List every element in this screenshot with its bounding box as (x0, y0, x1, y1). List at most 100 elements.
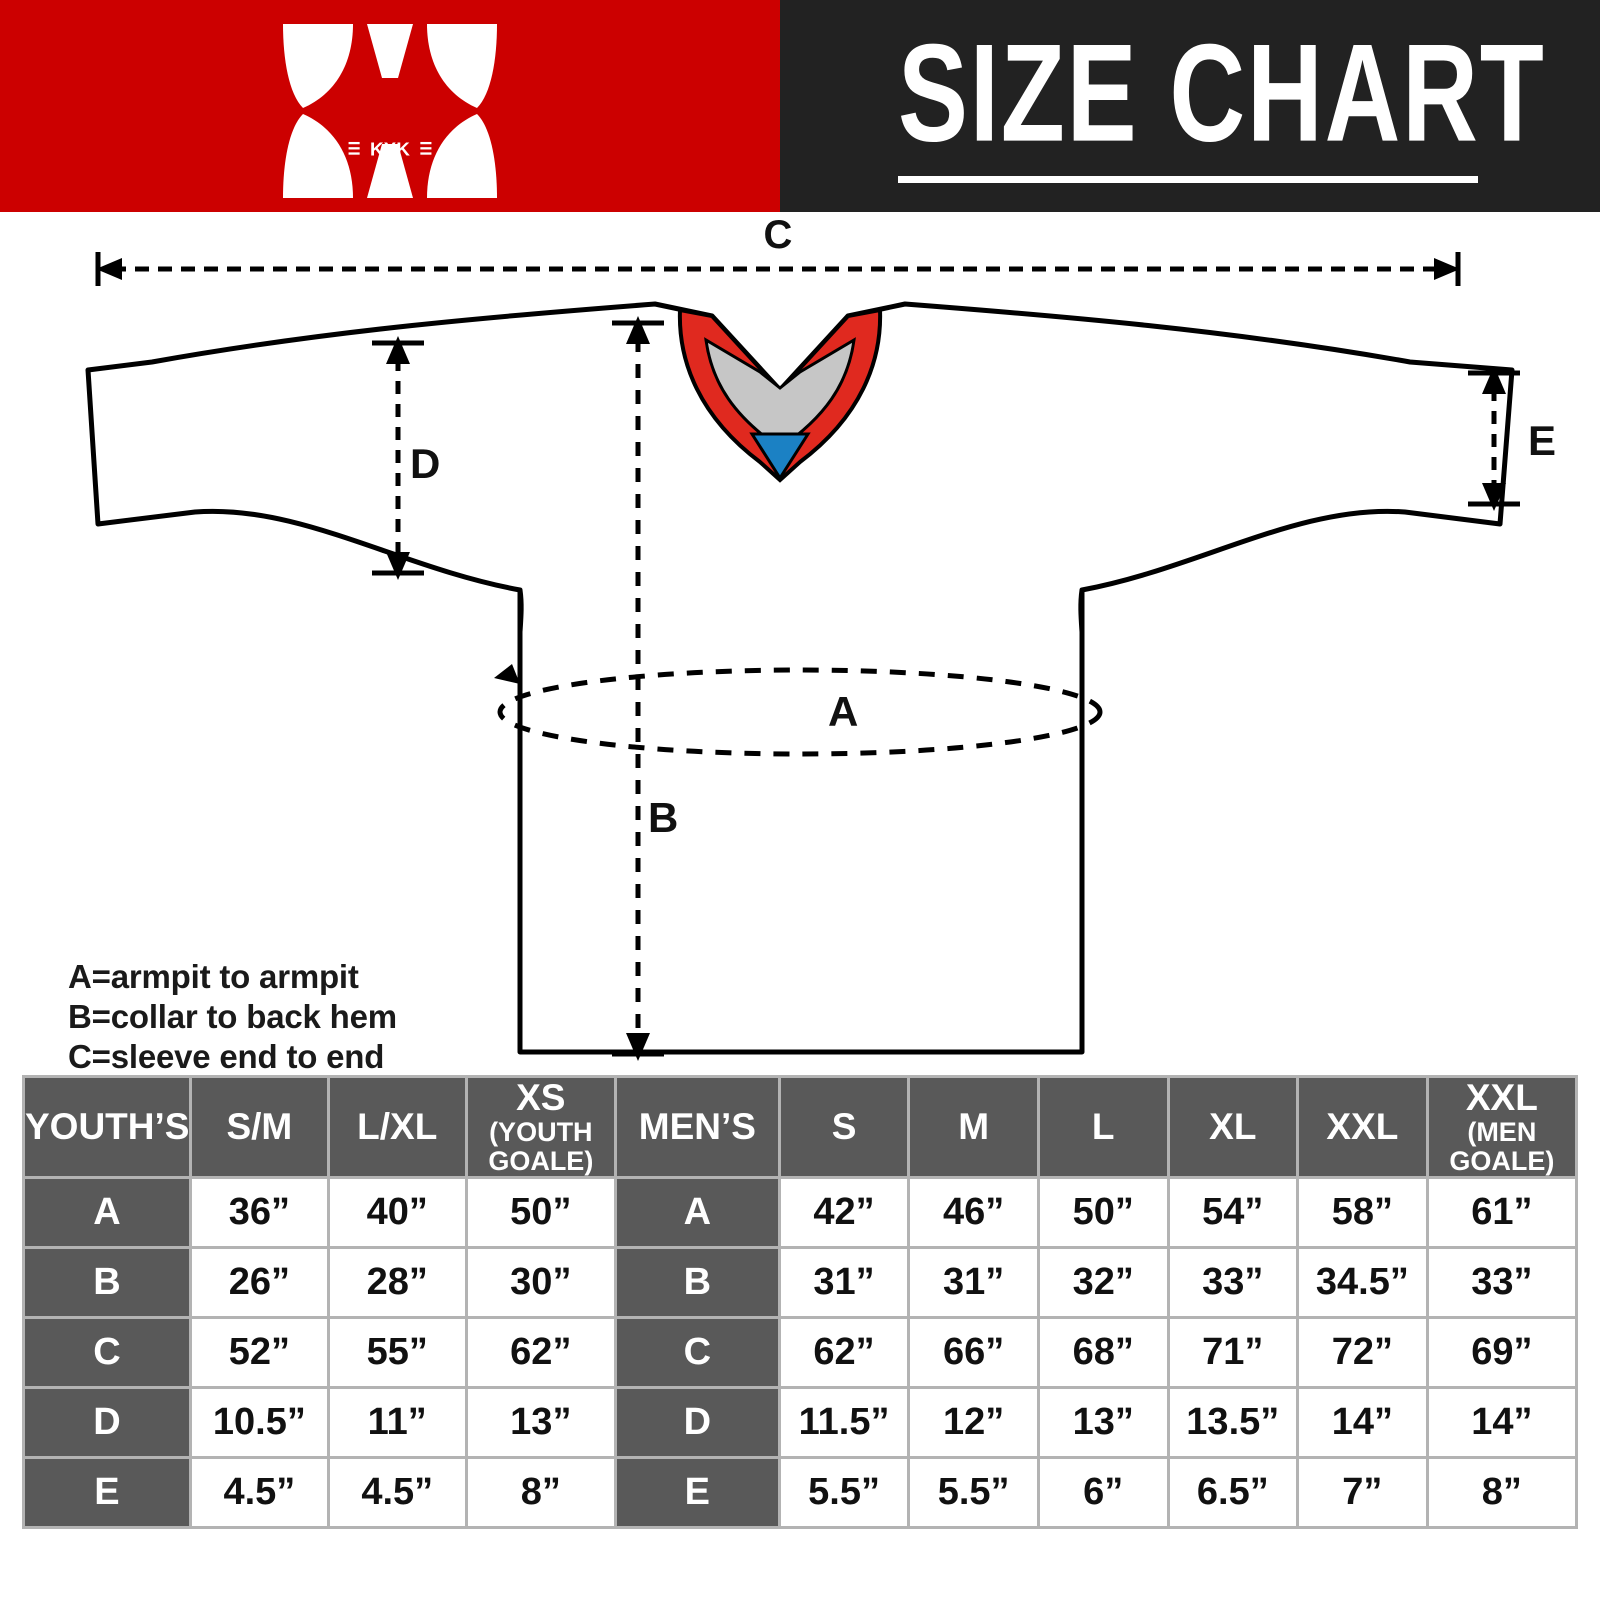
header-mens-s: S (780, 1078, 908, 1176)
legend-line-a: A=armpit to armpit (68, 958, 359, 995)
row-key-youth-a: A (25, 1179, 189, 1246)
header-mens-xl: XL (1169, 1078, 1297, 1176)
cell-mens-m-a: 46” (910, 1179, 1037, 1246)
jersey-diagram: C (0, 212, 1600, 1155)
cell-mens-goale-c: 69” (1428, 1319, 1575, 1386)
cell-mens-m-d: 12” (910, 1389, 1037, 1456)
cell-mens-goale-a: 61” (1428, 1179, 1575, 1246)
header-youth-sm: S/M (191, 1078, 327, 1176)
cell-youth-lxl-a: 40” (329, 1179, 465, 1246)
legend-line-c: C=sleeve end to end (68, 1038, 385, 1075)
cell-youth-xs-a: 50” (467, 1179, 614, 1246)
cell-mens-xl-c: 71” (1169, 1319, 1297, 1386)
jersey-outline (85, 301, 1515, 1055)
brand-panel: KXK (0, 0, 780, 212)
dimension-a (494, 664, 1103, 757)
cell-mens-xl-a: 54” (1169, 1179, 1297, 1246)
row-key-mens-e: E (616, 1459, 778, 1526)
label-e: E (1528, 417, 1556, 464)
cell-mens-xxl-b: 34.5” (1299, 1249, 1426, 1316)
cell-youth-sm-e: 4.5” (191, 1459, 327, 1526)
cell-mens-l-e: 6” (1039, 1459, 1167, 1526)
row-key-mens-a: A (616, 1179, 778, 1246)
cell-mens-s-d: 11.5” (780, 1389, 908, 1456)
cell-mens-l-d: 13” (1039, 1389, 1167, 1456)
label-b: B (648, 794, 678, 841)
dimension-b (612, 316, 664, 1061)
cell-youth-lxl-e: 4.5” (329, 1459, 465, 1526)
cell-mens-goale-d: 14” (1428, 1389, 1575, 1456)
cell-mens-m-c: 66” (910, 1319, 1037, 1386)
page-title-wrap: SIZE CHART (898, 24, 1544, 163)
cell-youth-xs-e: 8” (467, 1459, 614, 1526)
cell-mens-m-e: 5.5” (910, 1459, 1037, 1526)
cell-mens-s-c: 62” (780, 1319, 908, 1386)
cell-youth-xs-b: 30” (467, 1249, 614, 1316)
dimension-d (372, 336, 424, 580)
header-bar: KXK SIZE CHART (0, 0, 1600, 212)
title-underline (898, 176, 1478, 183)
cell-mens-goale-e: 8” (1428, 1459, 1575, 1526)
header-youths: YOUTH’S (25, 1078, 189, 1176)
cell-mens-xxl-a: 58” (1299, 1179, 1426, 1246)
title-panel: SIZE CHART (780, 0, 1600, 212)
cell-mens-xxl-c: 72” (1299, 1319, 1426, 1386)
cell-mens-s-a: 42” (780, 1179, 908, 1246)
cell-youth-lxl-b: 28” (329, 1249, 465, 1316)
cell-mens-m-b: 31” (910, 1249, 1037, 1316)
cell-mens-goale-b: 33” (1428, 1249, 1575, 1316)
size-table-wrap: YOUTH’S S/M L/XL XS (YOUTH GOALE) MEN’S (22, 1075, 1578, 1529)
cell-mens-l-a: 50” (1039, 1179, 1167, 1246)
table-row: E 4.5” 4.5” 8” E 5.5” 5.5” 6” 6.5” 7” 8” (25, 1459, 1575, 1526)
kxk-logo-icon (283, 24, 497, 198)
cell-youth-sm-a: 36” (191, 1179, 327, 1246)
row-key-youth-e: E (25, 1459, 189, 1526)
cell-youth-lxl-c: 55” (329, 1319, 465, 1386)
label-a: A (828, 688, 858, 735)
header-mens: MEN’S (616, 1078, 778, 1176)
header-mens-goale: XXL (MEN GOALE) (1428, 1078, 1575, 1176)
row-key-youth-d: D (25, 1389, 189, 1456)
jersey-drawing: C (85, 213, 1556, 1061)
row-key-mens-c: C (616, 1319, 778, 1386)
row-key-mens-d: D (616, 1389, 778, 1456)
cell-youth-xs-d: 13” (467, 1389, 614, 1456)
svg-text:KXK: KXK (370, 140, 410, 161)
header-mens-xxl: XXL (1299, 1078, 1426, 1176)
table-body: A 36” 40” 50” A 42” 46” 50” 54” 58” 61” … (25, 1179, 1575, 1526)
dimension-e (1468, 366, 1520, 511)
table-row: A 36” 40” 50” A 42” 46” 50” 54” 58” 61” (25, 1179, 1575, 1246)
cell-mens-xl-b: 33” (1169, 1249, 1297, 1316)
cell-mens-s-e: 5.5” (780, 1459, 908, 1526)
cell-mens-l-b: 32” (1039, 1249, 1167, 1316)
cell-mens-xl-e: 6.5” (1169, 1459, 1297, 1526)
label-c: C (764, 213, 793, 257)
table-row: C 52” 55” 62” C 62” 66” 68” 71” 72” 69” (25, 1319, 1575, 1386)
cell-mens-xxl-e: 7” (1299, 1459, 1426, 1526)
cell-youth-sm-c: 52” (191, 1319, 327, 1386)
header-mens-m: M (910, 1078, 1037, 1176)
cell-youth-lxl-d: 11” (329, 1389, 465, 1456)
row-key-youth-c: C (25, 1319, 189, 1386)
cell-mens-xl-d: 13.5” (1169, 1389, 1297, 1456)
header-youth-lxl: L/XL (329, 1078, 465, 1176)
cell-mens-l-c: 68” (1039, 1319, 1167, 1386)
cell-youth-sm-d: 10.5” (191, 1389, 327, 1456)
table-header-row: YOUTH’S S/M L/XL XS (YOUTH GOALE) MEN’S (25, 1078, 1575, 1176)
table-row: D 10.5” 11” 13” D 11.5” 12” 13” 13.5” 14… (25, 1389, 1575, 1456)
collar-blue (749, 432, 811, 481)
size-table: YOUTH’S S/M L/XL XS (YOUTH GOALE) MEN’S (22, 1075, 1578, 1529)
cell-mens-xxl-d: 14” (1299, 1389, 1426, 1456)
row-key-youth-b: B (25, 1249, 189, 1316)
dimension-c (95, 252, 1461, 286)
header-mens-l: L (1039, 1078, 1167, 1176)
label-d: D (410, 440, 440, 487)
header-youth-xs: XS (YOUTH GOALE) (467, 1078, 614, 1176)
kxk-wordmark-icon: KXK (348, 140, 432, 161)
page-title: SIZE CHART (898, 16, 1546, 172)
jersey-body-detail (517, 589, 1085, 633)
collar-group (677, 307, 883, 483)
cell-youth-xs-c: 62” (467, 1319, 614, 1386)
cell-mens-s-b: 31” (780, 1249, 908, 1316)
